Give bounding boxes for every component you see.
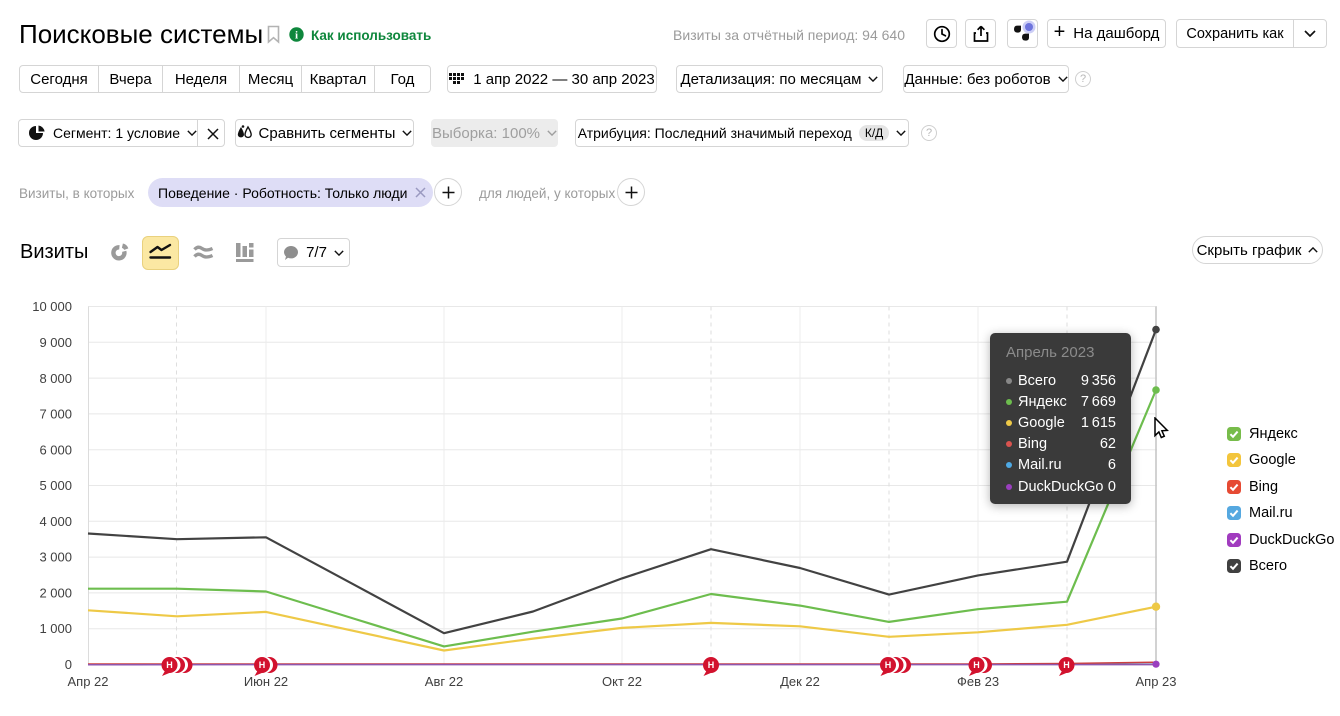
svg-text:0: 0 [65,657,72,672]
svg-text:Н: Н [259,660,266,670]
svg-text:Авг 22: Авг 22 [425,674,463,689]
svg-text:4 000: 4 000 [39,514,72,529]
svg-text:1 000: 1 000 [39,621,72,636]
svg-text:3 000: 3 000 [39,550,72,565]
svg-text:Апр 22: Апр 22 [67,674,108,689]
svg-text:Н: Н [1063,660,1070,670]
svg-text:2 000: 2 000 [39,586,72,601]
svg-text:5 000: 5 000 [39,478,72,493]
svg-text:8 000: 8 000 [39,371,72,386]
svg-text:Н: Н [166,660,173,670]
svg-text:6 000: 6 000 [39,443,72,458]
svg-text:9 000: 9 000 [39,335,72,350]
svg-text:Апр 23: Апр 23 [1135,674,1176,689]
svg-text:Окт 22: Окт 22 [602,674,642,689]
svg-text:Н: Н [973,660,980,670]
svg-text:Н: Н [885,660,892,670]
svg-text:Фев 23: Фев 23 [957,674,999,689]
svg-text:7 000: 7 000 [39,407,72,422]
svg-text:10 000: 10 000 [32,299,72,314]
svg-text:Н: Н [708,660,715,670]
svg-text:i: i [295,29,298,41]
svg-text:Дек 22: Дек 22 [780,674,820,689]
svg-text:Июн 22: Июн 22 [244,674,288,689]
